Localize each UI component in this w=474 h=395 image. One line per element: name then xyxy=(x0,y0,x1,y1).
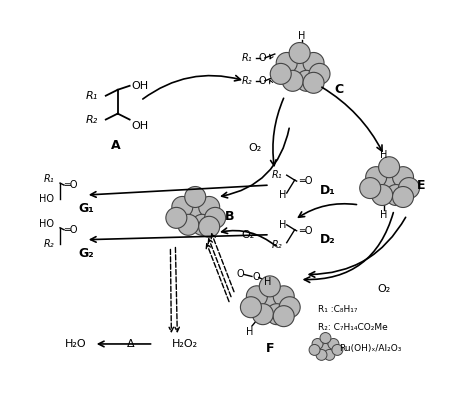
Circle shape xyxy=(379,157,400,178)
Text: D₁: D₁ xyxy=(319,184,335,197)
Circle shape xyxy=(240,297,262,318)
Text: A: A xyxy=(111,139,120,152)
Text: O: O xyxy=(258,76,265,86)
Text: O₂: O₂ xyxy=(241,230,255,240)
Circle shape xyxy=(309,344,320,356)
Text: O: O xyxy=(258,53,265,63)
Circle shape xyxy=(372,184,392,205)
Circle shape xyxy=(365,167,387,188)
Circle shape xyxy=(309,63,330,85)
Circle shape xyxy=(191,214,213,235)
Circle shape xyxy=(328,339,339,350)
Text: R₁: R₁ xyxy=(272,170,283,180)
Circle shape xyxy=(266,304,287,325)
Circle shape xyxy=(289,43,310,64)
Circle shape xyxy=(303,53,324,73)
Text: OH: OH xyxy=(132,120,149,130)
Text: R₂: C₇H₁₄CO₂Me: R₂: C₇H₁₄CO₂Me xyxy=(318,323,387,331)
Text: R₁: R₁ xyxy=(241,53,252,63)
Text: ═O: ═O xyxy=(64,225,78,235)
Text: H: H xyxy=(381,210,388,220)
Circle shape xyxy=(273,306,294,327)
Circle shape xyxy=(199,216,219,237)
Text: H: H xyxy=(381,150,388,160)
Circle shape xyxy=(185,204,206,226)
Text: H: H xyxy=(264,277,272,288)
Circle shape xyxy=(246,286,267,307)
Text: R₁: R₁ xyxy=(44,174,54,184)
Circle shape xyxy=(199,196,219,217)
Circle shape xyxy=(259,294,280,315)
Text: R₂: R₂ xyxy=(86,115,98,124)
Text: HO: HO xyxy=(39,194,54,204)
Text: OH: OH xyxy=(132,81,149,91)
Circle shape xyxy=(282,70,303,91)
Circle shape xyxy=(178,214,199,235)
Circle shape xyxy=(279,297,300,318)
Circle shape xyxy=(273,286,294,307)
Text: HO: HO xyxy=(39,219,54,229)
Text: H: H xyxy=(279,220,286,230)
Text: C: C xyxy=(335,83,344,96)
Circle shape xyxy=(185,186,206,207)
Text: Δ: Δ xyxy=(127,339,135,349)
Text: O₂: O₂ xyxy=(248,143,262,153)
Text: D₂: D₂ xyxy=(319,233,335,246)
Circle shape xyxy=(303,72,324,93)
Circle shape xyxy=(316,350,327,360)
Circle shape xyxy=(332,344,343,356)
Circle shape xyxy=(312,339,323,350)
Text: O: O xyxy=(252,273,260,282)
Circle shape xyxy=(324,350,335,360)
Text: E: E xyxy=(417,179,426,192)
Text: H: H xyxy=(298,31,305,41)
Circle shape xyxy=(172,196,193,217)
Text: H₂O: H₂O xyxy=(65,339,87,349)
Circle shape xyxy=(252,304,273,325)
Circle shape xyxy=(392,186,413,207)
Circle shape xyxy=(289,60,310,81)
Text: R₂: R₂ xyxy=(44,239,54,249)
Circle shape xyxy=(296,70,317,91)
Text: ═O: ═O xyxy=(64,180,78,190)
Circle shape xyxy=(320,333,331,344)
Text: G₁: G₁ xyxy=(78,202,94,215)
Circle shape xyxy=(320,344,331,354)
Text: O₂: O₂ xyxy=(377,284,391,294)
Text: Ru(OH)ₓ/Al₂O₃: Ru(OH)ₓ/Al₂O₃ xyxy=(339,344,402,354)
Circle shape xyxy=(392,167,413,188)
Circle shape xyxy=(379,175,400,196)
Text: H: H xyxy=(279,190,286,200)
Circle shape xyxy=(399,178,419,199)
Circle shape xyxy=(259,276,280,297)
Text: G₂: G₂ xyxy=(78,247,93,260)
Circle shape xyxy=(166,207,187,228)
Text: H₂O₂: H₂O₂ xyxy=(172,339,198,349)
Circle shape xyxy=(270,63,291,85)
Text: O: O xyxy=(236,269,244,279)
Text: B: B xyxy=(225,211,235,223)
Circle shape xyxy=(385,184,407,205)
Text: ═O: ═O xyxy=(299,226,312,236)
Text: R₂: R₂ xyxy=(241,76,252,86)
Text: F: F xyxy=(265,342,274,355)
Circle shape xyxy=(276,53,297,73)
Circle shape xyxy=(360,178,381,199)
Text: R₁: R₁ xyxy=(86,91,98,101)
Circle shape xyxy=(205,207,226,228)
Text: ═O: ═O xyxy=(299,176,312,186)
Text: R₂: R₂ xyxy=(272,240,283,250)
Text: R₁ :C₈H₁₇: R₁ :C₈H₁₇ xyxy=(318,305,357,314)
Text: H: H xyxy=(246,327,254,337)
